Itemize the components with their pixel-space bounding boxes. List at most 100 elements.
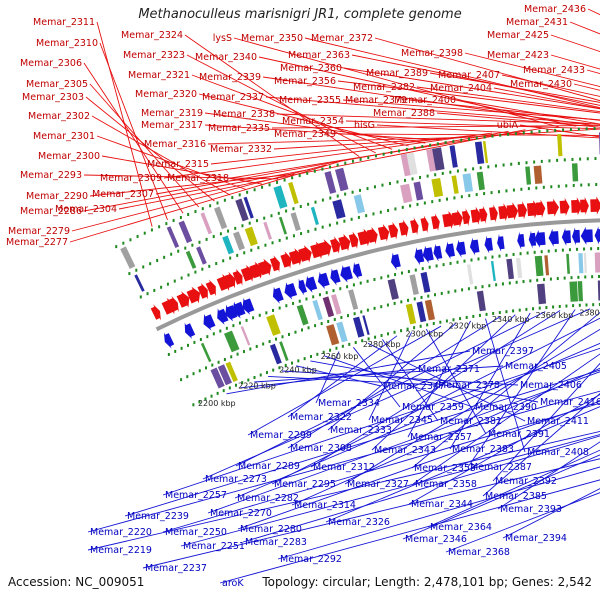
forward-gene-arrow	[348, 231, 359, 249]
feature-block	[431, 178, 444, 198]
track-dot	[186, 343, 189, 347]
track-dot	[440, 291, 443, 295]
reverse-callout-line	[235, 311, 546, 467]
reverse-gene-label: Memar_2237	[145, 563, 207, 574]
reverse-callout-line	[467, 309, 576, 468]
feature-block	[416, 301, 427, 323]
track-dot	[252, 316, 255, 320]
track-dot	[346, 285, 349, 289]
track-dot	[350, 217, 353, 221]
reverse-callout-line	[407, 320, 471, 438]
forward-gene-arrow	[546, 198, 559, 217]
reverse-gene-label: Memar_2381	[440, 416, 502, 427]
track-dot	[508, 281, 511, 285]
forward-callout-line	[376, 124, 600, 139]
forward-gene-arrow	[410, 217, 419, 236]
reverse-gene-label: Memar_2326	[328, 517, 390, 528]
genome-backbone	[155, 218, 600, 332]
forward-gene-label: Memar_2338	[213, 109, 275, 120]
track-dot	[477, 257, 480, 261]
track-dot	[562, 128, 565, 132]
track-dot	[495, 283, 498, 287]
reverse-gene-arrow	[298, 278, 307, 296]
track-dot	[427, 294, 430, 298]
track-dot	[434, 173, 437, 177]
track-dot	[228, 386, 231, 390]
forward-gene-arrow	[470, 206, 482, 225]
track-dot	[179, 215, 182, 219]
track-dot	[231, 196, 234, 200]
forward-gene-label: Memar_2363	[288, 50, 350, 61]
feature-block	[269, 343, 282, 365]
reverse-gene-label: Memar_2295	[274, 479, 336, 490]
forward-gene-label: Memar_2306	[20, 58, 82, 69]
track-dot	[192, 403, 195, 407]
forward-gene-arrow	[571, 197, 582, 216]
forward-callout-line	[265, 96, 600, 125]
feature-block	[432, 147, 445, 171]
feature-block	[310, 206, 319, 225]
track-dot	[583, 247, 586, 251]
track-dot	[387, 332, 390, 336]
forward-gene-label: Memar_2302	[28, 111, 90, 122]
track-dot	[543, 278, 546, 282]
track-dot	[258, 313, 261, 317]
feature-block	[406, 152, 418, 176]
track-dot	[492, 311, 495, 315]
track-dot	[556, 277, 559, 281]
reverse-callout-line	[268, 375, 437, 386]
feature-block	[336, 321, 348, 343]
forward-callout-line	[258, 56, 576, 127]
track-dot	[353, 312, 356, 316]
reverse-callout-line	[449, 312, 531, 450]
track-dot	[446, 197, 449, 201]
track-dot	[149, 262, 152, 266]
track-dot	[270, 214, 273, 218]
track-dot	[374, 335, 377, 339]
forward-gene-label: Memar_2400	[394, 95, 456, 106]
track-dot	[419, 175, 422, 179]
scale-label: 2340 kbp	[492, 315, 530, 324]
feature-block	[400, 153, 413, 177]
track-dot	[236, 352, 239, 356]
feature-block	[405, 303, 417, 325]
feature-block	[348, 289, 359, 310]
track-dot	[165, 222, 168, 226]
reverse-gene-arrow	[184, 322, 196, 339]
track-dot	[143, 231, 146, 235]
track-dot	[409, 204, 412, 208]
scale-label: 2220 kbp	[238, 381, 276, 390]
reverse-gene-label: Memar_2416	[540, 397, 600, 408]
forward-gene-label: Memar_2307	[92, 189, 154, 200]
track-dot	[484, 256, 487, 260]
feature-block	[243, 196, 254, 219]
track-dot	[530, 130, 533, 134]
track-dot	[481, 285, 484, 289]
track-dot	[314, 200, 317, 204]
track-dot	[374, 154, 377, 158]
track-dot	[479, 166, 482, 170]
track-dot	[585, 127, 588, 131]
track-dot	[406, 327, 409, 331]
track-dot	[205, 237, 208, 241]
feature-block	[571, 163, 579, 182]
forward-gene-arrow	[420, 215, 429, 234]
track-dot	[398, 149, 401, 153]
track-dot	[194, 210, 197, 214]
track-dot	[597, 246, 600, 250]
track-dot	[380, 333, 383, 337]
feature-block	[449, 145, 458, 168]
feature-block	[577, 281, 583, 302]
reverse-callout-line	[287, 335, 398, 418]
track-dot	[265, 311, 268, 315]
feature-block	[387, 278, 399, 300]
track-dot	[242, 350, 245, 354]
track-dot	[340, 316, 343, 320]
forward-gene-label: Memar_2316	[144, 139, 206, 150]
forward-gene-label: Memar_2340	[195, 52, 257, 63]
track-dot	[461, 288, 464, 292]
accession-text: Accession: NC_009051	[8, 575, 145, 589]
reverse-gene-label: Memar_2391	[488, 429, 550, 440]
track-dot	[291, 361, 294, 365]
track-dot	[170, 252, 173, 256]
